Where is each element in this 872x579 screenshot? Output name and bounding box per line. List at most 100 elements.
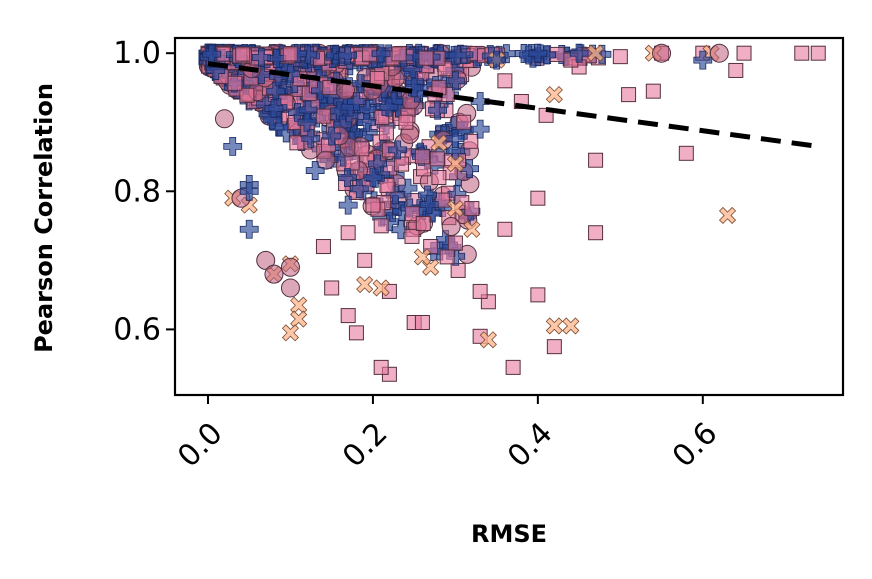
cloud-point bbox=[441, 216, 461, 236]
data-point-square bbox=[736, 45, 752, 61]
data-point-square bbox=[645, 83, 661, 99]
x-tick-label: 0.0 bbox=[171, 416, 229, 474]
cloud-point bbox=[447, 45, 467, 65]
data-point-square bbox=[546, 339, 562, 355]
data-point-plus bbox=[281, 64, 300, 84]
cloud-point bbox=[315, 108, 331, 124]
data-point-square bbox=[414, 314, 430, 330]
data-point-square bbox=[678, 145, 694, 161]
data-point-square bbox=[497, 73, 513, 89]
data-point-circle bbox=[709, 43, 729, 63]
plot-area-frame bbox=[173, 36, 845, 397]
cloud-point bbox=[418, 50, 434, 66]
data-point-square bbox=[431, 169, 447, 185]
data-point-square bbox=[357, 252, 373, 268]
data-point-square bbox=[447, 235, 463, 251]
data-point-square bbox=[365, 197, 381, 213]
data-point-x bbox=[290, 296, 308, 314]
cloud-point bbox=[434, 192, 450, 208]
data-point-plus bbox=[693, 50, 713, 70]
data-point-square bbox=[588, 225, 604, 241]
cloud-point bbox=[338, 45, 357, 65]
data-point-square bbox=[456, 114, 472, 130]
data-point-plus bbox=[264, 99, 284, 118]
data-point-square bbox=[414, 149, 430, 165]
data-point-x bbox=[718, 206, 737, 225]
data-point-square bbox=[340, 225, 356, 241]
data-point-square bbox=[621, 87, 637, 103]
data-point-x bbox=[545, 86, 563, 104]
data-point-circle bbox=[280, 278, 300, 298]
data-point-x bbox=[446, 155, 464, 173]
x-tick-label: 0.2 bbox=[336, 416, 394, 474]
data-point-plus bbox=[322, 126, 342, 146]
data-point-plus bbox=[338, 195, 358, 215]
cloud-point bbox=[428, 100, 447, 120]
cloud-point bbox=[394, 156, 410, 172]
data-point-square bbox=[530, 190, 546, 206]
cloud-point bbox=[354, 141, 370, 157]
x-tick-label: 0.6 bbox=[666, 416, 724, 474]
data-point-square bbox=[728, 62, 744, 78]
data-point-circle bbox=[264, 264, 284, 284]
data-point-plus bbox=[569, 43, 589, 63]
data-point-plus bbox=[470, 119, 490, 139]
data-point-plus bbox=[347, 92, 366, 111]
cloud-point bbox=[379, 97, 399, 117]
data-point-square bbox=[439, 249, 455, 265]
cloud-point bbox=[379, 177, 395, 193]
data-point-circle bbox=[214, 109, 234, 129]
cloud-point bbox=[349, 179, 369, 199]
data-point-square bbox=[794, 45, 810, 61]
data-point-x bbox=[430, 134, 448, 152]
data-point-x bbox=[562, 317, 580, 335]
data-point-square bbox=[810, 45, 826, 61]
cloud-point bbox=[369, 70, 385, 86]
y-tick-label: 1.0 bbox=[113, 36, 161, 71]
data-point-square bbox=[505, 359, 521, 375]
cloud-point bbox=[378, 125, 394, 141]
y-axis-label: Pearson Correlation bbox=[30, 83, 58, 353]
trend-line bbox=[207, 61, 819, 149]
data-point-plus bbox=[239, 181, 259, 201]
data-point-x bbox=[372, 279, 390, 297]
data-point-square bbox=[373, 359, 389, 375]
x-axis-ticks: 0.0 0.2 0.4 0.6 bbox=[171, 395, 724, 474]
cloud-point bbox=[289, 135, 305, 151]
cloud-point bbox=[357, 112, 377, 132]
cloud-point bbox=[368, 154, 387, 174]
data-point-square bbox=[398, 114, 414, 130]
y-tick-label: 0.6 bbox=[113, 312, 161, 347]
cloud-point bbox=[282, 46, 298, 62]
data-point-x bbox=[463, 220, 481, 238]
data-point-x bbox=[413, 248, 431, 266]
x-tick-label: 0.4 bbox=[501, 416, 559, 474]
cloud-point bbox=[301, 128, 321, 148]
data-point-square bbox=[472, 283, 488, 299]
data-point-square bbox=[324, 280, 340, 296]
data-point-plus bbox=[297, 112, 317, 132]
cloud-point bbox=[227, 75, 243, 91]
cloud-point bbox=[398, 178, 418, 198]
data-point-square bbox=[340, 308, 356, 324]
data-point-square bbox=[612, 49, 628, 65]
cloud-point bbox=[351, 74, 371, 94]
cloud-point bbox=[415, 215, 431, 231]
dense-point-cloud bbox=[198, 43, 612, 278]
cloud-point bbox=[256, 94, 276, 114]
data-point-x bbox=[446, 199, 464, 218]
cloud-point bbox=[404, 228, 420, 244]
cloud-point bbox=[419, 195, 439, 214]
data-point-square bbox=[497, 221, 513, 237]
data-point-circle bbox=[280, 257, 300, 277]
data-point-plus bbox=[388, 140, 408, 160]
cloud-point bbox=[358, 122, 378, 142]
y-tick-label: 0.8 bbox=[113, 174, 161, 209]
cloud-point bbox=[239, 87, 255, 103]
data-point-square bbox=[373, 218, 389, 234]
data-point-plus bbox=[239, 219, 259, 239]
data-point-x bbox=[356, 275, 374, 294]
cloud-point bbox=[344, 155, 360, 171]
cloud-point bbox=[429, 151, 445, 167]
y-axis-ticks: 0.6 0.8 1.0 bbox=[113, 36, 175, 347]
